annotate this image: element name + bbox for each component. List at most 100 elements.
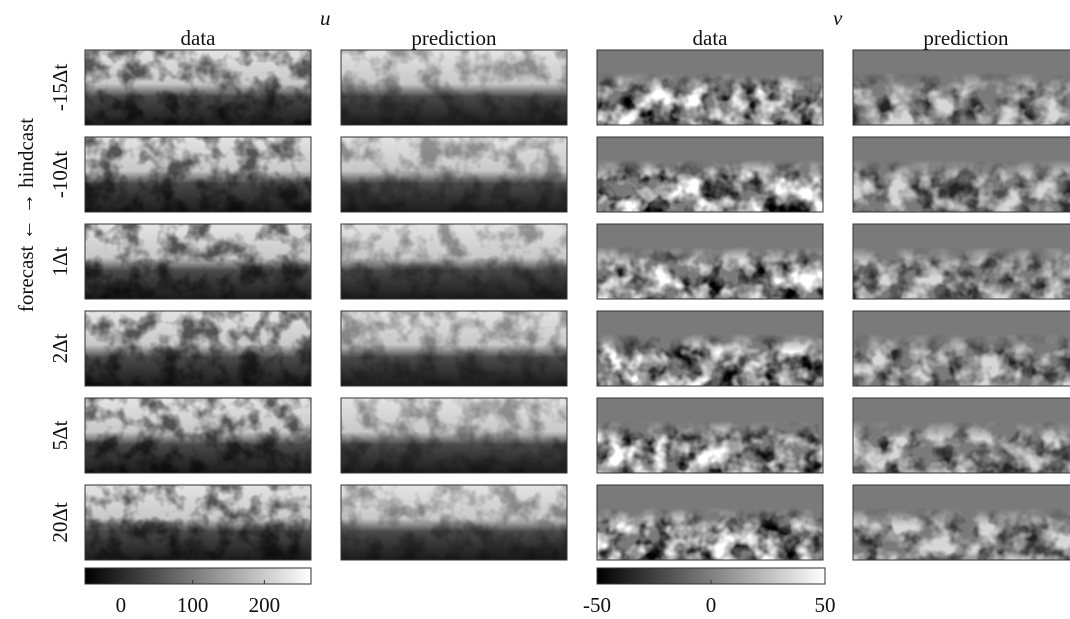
column-header: prediction [923,26,1009,50]
field-panel [596,49,824,126]
colorbar-tick-label: 200 [249,593,281,617]
field-band [853,137,1070,212]
field-panel [596,310,824,387]
panel-frame [84,484,312,561]
panel-frame [84,310,312,387]
field-texture [85,224,311,299]
field-texture [341,224,567,299]
field-texture [853,311,1070,386]
panel-grid [84,49,1070,561]
field-texture [853,50,1070,125]
field-texture [341,398,567,473]
field-texture [853,137,1070,212]
panel-frame [852,397,1070,474]
row-label: 2Δt [48,333,72,363]
field-panel [340,484,568,561]
panel-frame [852,223,1070,300]
field-texture [341,485,567,560]
panel-frame [596,310,824,387]
field-texture [85,311,311,386]
row-label: 20Δt [48,502,72,543]
field-texture [853,224,1070,299]
colorbar-tick-label: -50 [583,593,611,617]
field-band [597,398,823,473]
panel-frame [340,136,568,213]
field-panel [852,484,1070,561]
panel-frame [84,49,312,126]
field-band [853,485,1070,560]
column-header: prediction [411,26,497,50]
field-texture [597,224,823,299]
field-texture [597,137,823,212]
field-texture [597,485,823,560]
colorbar-tick-label: 0 [116,593,127,617]
field-panel [84,223,312,300]
panel-frame [84,223,312,300]
field-panel [596,223,824,300]
panel-frame [596,397,824,474]
field-panel [596,136,824,213]
field-texture [85,485,311,560]
panel-frame [852,49,1070,126]
colorbar [84,567,312,585]
colorbar-tick-label: 50 [815,593,836,617]
field-band [597,50,823,125]
row-label: 5Δt [48,420,72,450]
panel-frame [340,484,568,561]
field-band [597,311,823,386]
field-band [853,50,1070,125]
field-panel [852,223,1070,300]
field-panel [340,310,568,387]
panel-frame [852,484,1070,561]
field-panel [84,310,312,387]
panel-frame [852,136,1070,213]
field-texture [597,311,823,386]
field-panel [852,49,1070,126]
row-label: -15Δt [48,64,72,111]
field-panel [84,49,312,126]
field-band [853,311,1070,386]
row-label: -10Δt [48,151,72,198]
field-texture [597,398,823,473]
field-band [853,224,1070,299]
panel-frame [852,310,1070,387]
panel-frame [84,136,312,213]
field-band [597,224,823,299]
panel-frame [340,310,568,387]
panel-frame [596,49,824,126]
field-panel [852,397,1070,474]
panel-frame [84,397,312,474]
field-panel [596,397,824,474]
field-texture [85,50,311,125]
field-texture [85,137,311,212]
side-label: forecast ← → hindcast [14,118,38,312]
field-panel [852,310,1070,387]
field-band [597,485,823,560]
row-label: 1Δt [48,246,72,276]
panel-frame [596,136,824,213]
field-panel [340,397,568,474]
field-texture [341,50,567,125]
field-panel [340,136,568,213]
field-band [853,398,1070,473]
variable-label: u [320,6,331,30]
field-band [597,137,823,212]
field-texture [341,311,567,386]
field-panel [340,223,568,300]
panel-frame [340,223,568,300]
colorbar-tick-label: 0 [706,593,717,617]
field-panel [84,136,312,213]
field-panel [84,484,312,561]
panel-frame [596,223,824,300]
panel-frame [340,49,568,126]
field-texture [597,50,823,125]
colorbar-tick-label: 100 [177,593,209,617]
column-header: data [693,26,729,50]
field-panel [340,49,568,126]
field-texture [341,137,567,212]
field-panel [596,484,824,561]
column-header: data [181,26,217,50]
field-panel [84,397,312,474]
variable-label: v [833,6,843,30]
